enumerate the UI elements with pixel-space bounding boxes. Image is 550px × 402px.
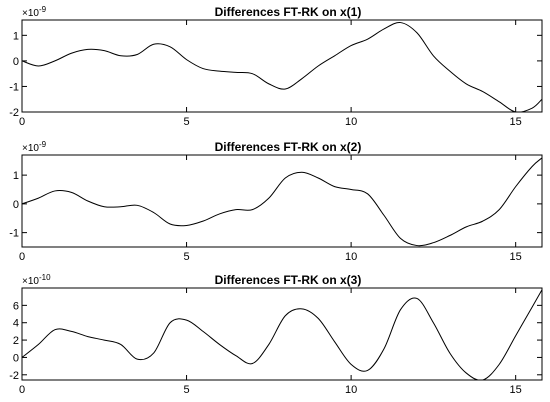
exponent-power: -10 [39,273,51,282]
x-tick-label: 15 [510,251,522,263]
y-tick-label: -2 [9,107,19,119]
y-tick-label: 2 [13,335,19,347]
x-tick-label: 0 [19,116,25,128]
subplot-x1: Differences FT-RK on x(1)×10-90 5 10 15-2-1… [9,5,543,128]
subplot-x3: Differences FT-RK on x(3)×10-100 5 10 15-20… [9,273,543,396]
x-tick-label: 15 [510,116,522,128]
y-exponent-label: ×10-9 [22,140,47,154]
x-tick-label: 10 [345,251,357,263]
axes-box [21,154,543,248]
x-tick-label: 5 [183,384,189,396]
axes-box [21,19,543,113]
chart-title: Differences FT-RK on x(3) [215,273,362,287]
y-tick-label: 1 [13,30,19,42]
y-tick-label: 6 [13,300,19,312]
subplot-x2: Differences FT-RK on x(2)×10-90 5 10 15-101 [9,140,543,263]
x-tick-label: 10 [345,384,357,396]
y-exponent-label: ×10-10 [22,273,51,287]
series-line [22,22,542,112]
exponent-base: ×10 [22,276,39,287]
x-tick-label: 5 [183,251,189,263]
x-tick-label: 5 [183,116,189,128]
series-line [22,157,542,247]
y-tick-label: -1 [9,228,19,240]
x-tick-label: 0 [19,384,25,396]
y-exponent-label: ×10-9 [22,5,47,19]
chart-title: Differences FT-RK on x(1) [215,5,362,19]
exponent-power: -9 [39,5,47,14]
y-tick-label: -1 [9,81,19,93]
x-tick-label: 15 [510,384,522,396]
axes-box [21,287,543,381]
y-tick-label: 1 [13,170,19,182]
y-tick-label: 0 [13,199,19,211]
x-tick-label: 0 [19,251,25,263]
y-tick-label: -2 [9,370,19,382]
series-line [22,289,542,380]
x-tick-label: 10 [345,116,357,128]
exponent-base: ×10 [22,8,39,19]
exponent-power: -9 [39,140,47,149]
y-tick-label: 0 [13,352,19,364]
y-tick-label: 4 [13,318,19,330]
exponent-base: ×10 [22,143,39,154]
y-tick-label: 0 [13,56,19,68]
chart-title: Differences FT-RK on x(2) [215,140,362,154]
